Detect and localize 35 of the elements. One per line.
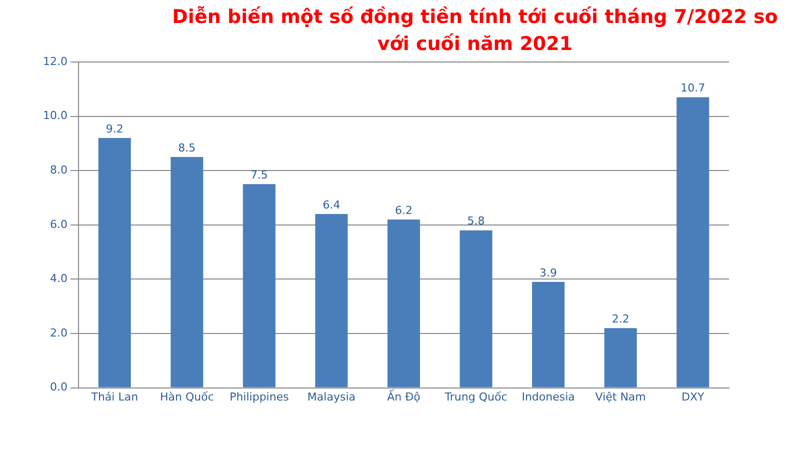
bar [242, 184, 276, 388]
y-tick-label: 2.0 [50, 326, 68, 340]
chart-title: Diễn biến một số đồng tiền tính tới cuối tháng 7/2022 so với cuối năm 2021 [171, 5, 779, 57]
bar [387, 219, 420, 388]
data-label: 2.2 [612, 312, 630, 326]
x-tick-label: Malaysia [307, 390, 356, 404]
data-label: 10.7 [680, 82, 706, 95]
bar [170, 157, 204, 388]
data-label: 5.8 [467, 214, 485, 228]
x-tick-label: Hàn Quốc [160, 390, 214, 404]
data-label: 8.5 [178, 141, 196, 154]
y-tick-label: 6.0 [50, 218, 68, 231]
y-tick-label: 0.0 [50, 380, 68, 394]
data-label: 7.5 [250, 168, 268, 182]
y-tick-label: 10.0 [42, 109, 68, 122]
data-label: 6.2 [394, 204, 412, 217]
data-label: 6.4 [322, 198, 340, 212]
x-tick-label: Thái Lan [90, 390, 138, 404]
bar [98, 138, 131, 388]
bar [460, 230, 492, 388]
data-label: 9.2 [106, 122, 124, 136]
x-tick-label: DXY [681, 390, 704, 404]
y-tick-label: 8.0 [50, 163, 68, 176]
bar [676, 97, 710, 388]
y-tick-label: 4.0 [50, 272, 68, 286]
x-tick-label: Trung Quốc [444, 390, 508, 404]
bar [532, 282, 565, 388]
x-tick-label: Philippines [230, 390, 290, 404]
bar [604, 328, 637, 388]
x-tick-label: Ấn Độ [387, 388, 421, 404]
bar [315, 214, 348, 388]
x-tick-label: Việt Nam [595, 390, 646, 404]
y-tick-label: 12.0 [42, 54, 68, 68]
data-label: 3.9 [540, 266, 558, 280]
x-tick-label: Indonesia [522, 390, 575, 404]
